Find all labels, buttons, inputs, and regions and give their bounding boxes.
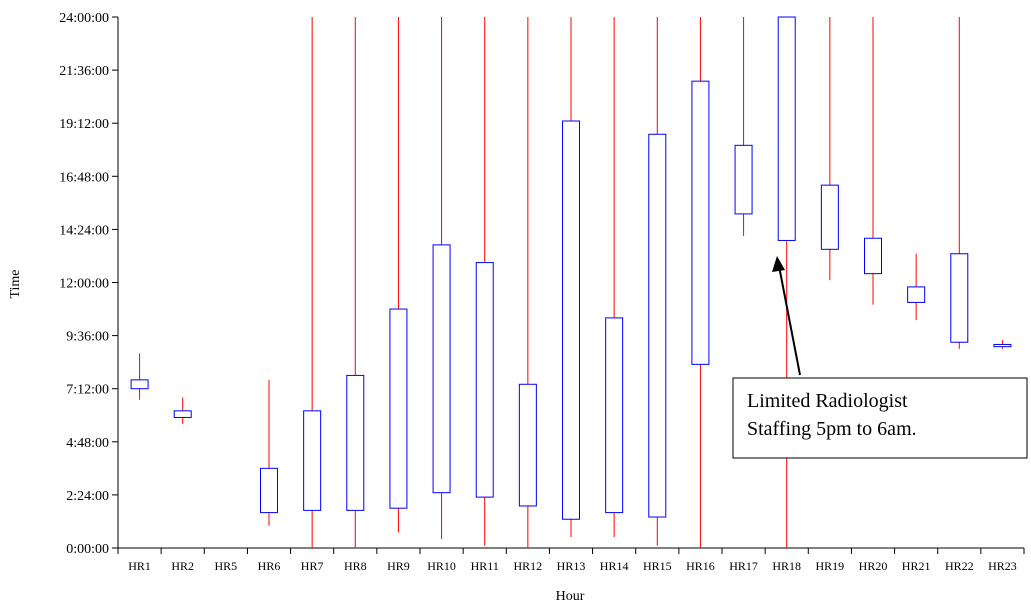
box-hr9 — [389, 308, 408, 509]
y-tick-label: 12:00:00 — [59, 277, 109, 292]
box-hr16 — [691, 80, 710, 365]
x-tick-label: HR21 — [902, 559, 931, 573]
x-tick-label: HR15 — [643, 559, 672, 573]
x-axis-title: Hour — [556, 589, 585, 604]
y-tick-label: 24:00:00 — [59, 11, 109, 26]
annotation-text-line2: Staffing 5pm to 6am. — [747, 418, 917, 440]
x-tick-label: HR19 — [816, 559, 845, 573]
annotation: Limited Radiologist Staffing 5pm to 6am. — [732, 256, 1028, 459]
box-hr10 — [432, 244, 451, 494]
x-tick-label: HR7 — [301, 559, 324, 573]
box-hr15 — [648, 133, 667, 518]
box-hr17 — [734, 144, 753, 215]
x-tick-label: HR18 — [772, 559, 801, 573]
x-tick-label: HR8 — [344, 559, 367, 573]
x-tick-label: HR22 — [945, 559, 974, 573]
y-axis-title: Time — [8, 269, 23, 298]
y-tick-label: 9:36:00 — [66, 330, 109, 345]
box-hr2 — [173, 410, 192, 418]
x-tick-label: HR17 — [729, 559, 758, 573]
box-hr6 — [260, 467, 278, 514]
y-tick-label: 19:12:00 — [59, 117, 109, 132]
y-tick-label: 21:36:00 — [59, 64, 109, 79]
annotation-arrowhead — [772, 256, 785, 272]
box-hr22 — [950, 253, 969, 343]
x-tick-label: HR10 — [427, 559, 456, 573]
x-tick-label: HR23 — [988, 559, 1017, 573]
x-tick-label: HR20 — [859, 559, 888, 573]
annotation-text-line1: Limited Radiologist — [747, 390, 908, 412]
x-tick-label: HR11 — [471, 559, 499, 573]
x-tick-label: HR9 — [387, 559, 410, 573]
annotation-arrow-shaft — [778, 265, 801, 376]
y-tick-label: 16:48:00 — [59, 170, 109, 185]
y-tick-label: 7:12:00 — [66, 383, 109, 398]
y-tick-label: 4:48:00 — [66, 436, 109, 451]
box-hr21 — [907, 286, 926, 303]
x-tick-label: HR13 — [557, 559, 586, 573]
y-tick-label: 2:24:00 — [66, 489, 109, 504]
y-tick-label: 0:00:00 — [66, 542, 109, 557]
box-hr12 — [518, 383, 537, 507]
box-hr20 — [864, 237, 882, 275]
x-tick-label: HR16 — [686, 559, 715, 573]
boxes-group — [130, 16, 1012, 520]
x-axis-ticks: HR1 HR2 HR5 HR6 HR7 HR8 HR9 HR10 HR11 HR12 HR13 HR1… — [117, 548, 1025, 573]
box-hr1 — [130, 379, 149, 390]
y-tick-label: 14:24:00 — [59, 223, 109, 238]
box-hr13 — [562, 120, 580, 520]
box-hr11 — [475, 262, 494, 498]
annotation-box — [732, 377, 1028, 459]
box-hr8 — [346, 374, 365, 511]
box-hr14 — [605, 317, 624, 514]
x-tick-label: HR14 — [600, 559, 629, 573]
box-hr19 — [820, 184, 839, 250]
x-tick-label: HR1 — [128, 559, 151, 573]
box-hr18 — [777, 16, 796, 241]
box-hr7 — [303, 410, 322, 511]
box-hr23 — [993, 343, 1012, 348]
x-tick-label: HR6 — [258, 559, 281, 573]
y-axis-ticks: 0:00:00 2:24:00 4:48:00 7:12:00 9:36:00 12:00… — [59, 11, 118, 557]
x-tick-label: HR5 — [215, 559, 238, 573]
x-tick-label: HR2 — [171, 559, 194, 573]
x-tick-label: HR12 — [514, 559, 543, 573]
